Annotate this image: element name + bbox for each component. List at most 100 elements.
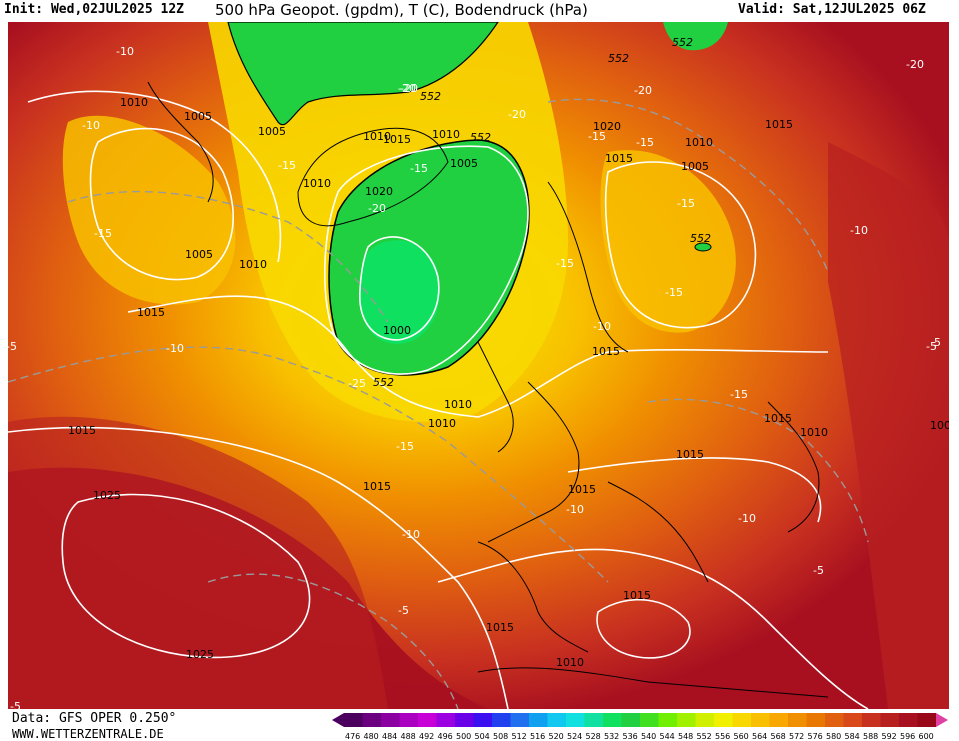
- pressure-label: 1005: [184, 110, 212, 123]
- pressure-label: 1015: [68, 424, 96, 437]
- valid-time-label: Valid: Sat,12JUL2025 06Z: [738, 2, 926, 17]
- temperature-label: -10: [166, 342, 184, 355]
- central-low-core: [359, 240, 440, 344]
- legend-swatch: [584, 713, 603, 727]
- legend-tick-label: 536: [623, 732, 638, 741]
- legend-swatch: [769, 713, 788, 727]
- init-time-label: Init: Wed,02JUL2025 12Z: [4, 2, 185, 17]
- legend-swatch: [732, 713, 751, 727]
- legend-swatch: [381, 713, 400, 727]
- legend-tick-label: 596: [900, 732, 915, 741]
- coastlines: [147, 81, 829, 698]
- legend-swatch: [566, 713, 585, 727]
- temperature-label: 5: [934, 336, 941, 349]
- legend-labels: 476 480 484 488 492 496 500 504 508 512 516 520 524 5…: [345, 732, 934, 741]
- legend-tick-label: 504: [475, 732, 490, 741]
- legend-tick-label: 496: [438, 732, 453, 741]
- temperature-label: -15: [730, 388, 748, 401]
- legend-swatch: [399, 713, 418, 727]
- temperature-contours: [8, 98, 869, 709]
- temperature-label: -10: [850, 224, 868, 237]
- legend-tick-label: 556: [715, 732, 730, 741]
- legend-tick-label: 480: [364, 732, 379, 741]
- temperature-label: -15: [410, 162, 428, 175]
- pressure-label: 1010: [556, 656, 584, 669]
- legend-tick-label: 552: [697, 732, 712, 741]
- legend-swatch: [899, 713, 918, 727]
- pressure-label: 1010: [685, 136, 713, 149]
- pressure-label: 1015: [363, 480, 391, 493]
- small-low-green: [694, 242, 712, 252]
- temperature-label: -15: [588, 130, 606, 143]
- northern-low-green: [227, 22, 499, 126]
- eastern-warm-area: [828, 142, 949, 709]
- legend-swatch: [862, 713, 881, 727]
- temperature-label: -20: [906, 58, 924, 71]
- temperature-label: -20: [400, 82, 418, 95]
- legend-swatches: [332, 713, 948, 727]
- legend-tick-label: 592: [882, 732, 897, 741]
- pressure-label: 1010: [800, 426, 828, 439]
- temperature-label: -10: [402, 528, 420, 541]
- legend-arrow-right: [936, 713, 948, 727]
- pressure-label: 1000: [383, 324, 411, 337]
- legend-tick-label: 584: [845, 732, 860, 741]
- western-trough: [62, 115, 236, 305]
- color-legend: 476 480 484 488 492 496 500 504 508 512 516 520 524 5…: [332, 713, 948, 741]
- pressure-label: 1010: [303, 177, 331, 190]
- legend-tick-label: 576: [808, 732, 823, 741]
- legend-swatch: [344, 713, 363, 727]
- temperature-label: -20: [368, 202, 386, 215]
- legend-swatch: [806, 713, 825, 727]
- geopotential-label: 552: [672, 36, 693, 49]
- legend-tick-label: 532: [604, 732, 619, 741]
- legend-swatch: [492, 713, 511, 727]
- legend-swatch: [362, 713, 381, 727]
- pressure-label: 1015: [764, 412, 792, 425]
- legend-tick-label: 540: [641, 732, 656, 741]
- legend-tick-label: 588: [863, 732, 878, 741]
- geopotential-label: 552: [420, 90, 441, 103]
- pressure-label: 1015: [568, 483, 596, 496]
- pressure-label: 1005: [258, 125, 286, 138]
- pressure-label: 1025: [93, 489, 121, 502]
- legend-tick-label: 528: [586, 732, 601, 741]
- legend-swatch: [455, 713, 474, 727]
- pressure-label: 1015: [765, 118, 793, 131]
- legend-swatch: [529, 713, 548, 727]
- pressure-label: 1010: [432, 128, 460, 141]
- legend-tick-label: 544: [660, 732, 675, 741]
- legend-swatch: [640, 713, 659, 727]
- legend-swatch: [825, 713, 844, 727]
- temperature-label: -20: [508, 108, 526, 121]
- legend-arrow-left: [332, 713, 344, 727]
- temperature-label: -20: [398, 82, 416, 95]
- pressure-label: 1005: [450, 157, 478, 170]
- temperature-label: -10: [738, 512, 756, 525]
- temperature-label: -15: [556, 257, 574, 270]
- header-bar: Init: Wed,02JUL2025 12Z 500 hPa Geopot. …: [0, 0, 959, 22]
- legend-swatch: [695, 713, 714, 727]
- temperature-label: -15: [278, 159, 296, 172]
- pressure-label: 100: [930, 419, 949, 432]
- temperature-label: -15: [636, 136, 654, 149]
- legend-tick-label: 520: [549, 732, 564, 741]
- temperature-label: -10: [593, 320, 611, 333]
- eastern-trough: [600, 150, 736, 333]
- geopotential-label: 552: [608, 52, 629, 65]
- legend-tick-label: 548: [678, 732, 693, 741]
- pressure-label: 1015: [137, 306, 165, 319]
- legend-swatch: [917, 713, 936, 727]
- legend-tick-label: 512: [512, 732, 527, 741]
- legend-swatch: [621, 713, 640, 727]
- isobars: [8, 90, 869, 709]
- high-pressure-area-2: [8, 416, 388, 709]
- temperature-label: -20: [634, 84, 652, 97]
- legend-tick-label: 488: [401, 732, 416, 741]
- pressure-label: 1025: [186, 648, 214, 661]
- pressure-label: 1010: [120, 96, 148, 109]
- footer-bar: Data: GFS OPER 0.250° WWW.WETTERZENTRALE…: [0, 709, 959, 741]
- pressure-label: 1015: [623, 589, 651, 602]
- temperature-label: -10: [116, 45, 134, 58]
- pressure-label: 1020: [593, 120, 621, 133]
